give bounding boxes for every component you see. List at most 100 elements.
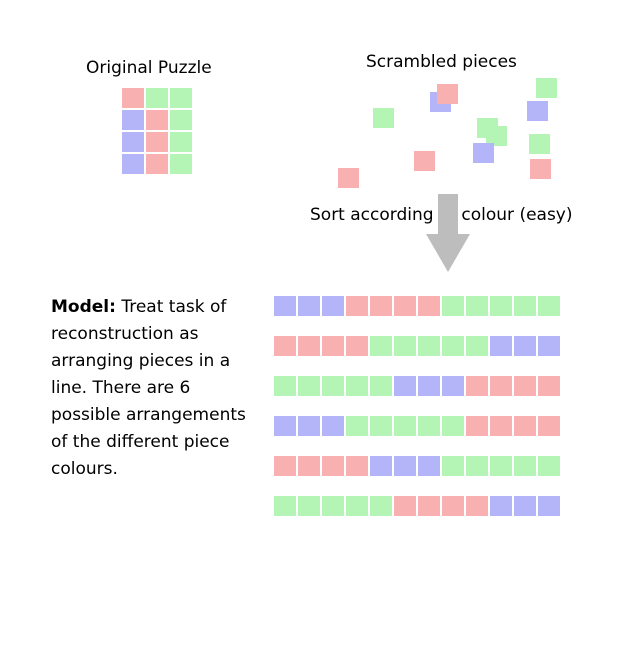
arrangement-piece bbox=[322, 296, 344, 316]
scrambled-piece bbox=[527, 101, 548, 121]
arrangement-piece bbox=[538, 456, 560, 476]
arrangement-piece bbox=[514, 296, 536, 316]
down-arrow-icon bbox=[426, 194, 470, 272]
arrangement-piece bbox=[346, 376, 368, 396]
scrambled-piece bbox=[473, 143, 494, 163]
arrangement-piece bbox=[370, 456, 392, 476]
arrangement-piece bbox=[322, 336, 344, 356]
arrangement-piece bbox=[442, 376, 464, 396]
arrangement-piece bbox=[442, 496, 464, 516]
arrangement-piece bbox=[442, 336, 464, 356]
puzzle-piece bbox=[170, 110, 192, 130]
arrangement-row bbox=[274, 416, 560, 436]
arrangement-piece bbox=[394, 296, 416, 316]
arrangement-piece bbox=[346, 416, 368, 436]
arrangement-piece bbox=[538, 496, 560, 516]
arrangement-row bbox=[274, 296, 560, 316]
arrangement-piece bbox=[538, 336, 560, 356]
arrangement-piece bbox=[466, 296, 488, 316]
arrangement-piece bbox=[346, 456, 368, 476]
arrangement-piece bbox=[418, 456, 440, 476]
arrangement-row bbox=[274, 336, 560, 356]
scrambled-piece bbox=[373, 108, 394, 128]
arrangement-piece bbox=[490, 416, 512, 436]
arrangement-piece bbox=[490, 456, 512, 476]
original-puzzle-title: Original Puzzle bbox=[86, 58, 212, 78]
scrambled-piece bbox=[529, 134, 550, 154]
arrangement-piece bbox=[322, 376, 344, 396]
arrangement-piece bbox=[274, 456, 296, 476]
scrambled-pieces-title: Scrambled pieces bbox=[366, 52, 517, 72]
arrangement-piece bbox=[274, 296, 296, 316]
arrangement-piece bbox=[322, 416, 344, 436]
puzzle-piece bbox=[146, 110, 168, 130]
arrangement-piece bbox=[538, 296, 560, 316]
arrangement-piece bbox=[298, 456, 320, 476]
arrangement-piece bbox=[298, 296, 320, 316]
arrangement-piece bbox=[322, 496, 344, 516]
puzzle-piece bbox=[146, 88, 168, 108]
scrambled-piece bbox=[437, 84, 458, 104]
puzzle-piece bbox=[170, 132, 192, 152]
arrangement-piece bbox=[514, 456, 536, 476]
arrangement-piece bbox=[514, 496, 536, 516]
arrangement-piece bbox=[418, 496, 440, 516]
puzzle-piece bbox=[122, 154, 144, 174]
arrangement-piece bbox=[466, 456, 488, 476]
scrambled-piece bbox=[430, 92, 451, 112]
arrangement-piece bbox=[298, 416, 320, 436]
arrangement-piece bbox=[370, 376, 392, 396]
arrangement-piece bbox=[418, 376, 440, 396]
arrangement-piece bbox=[394, 336, 416, 356]
original-puzzle-grid bbox=[122, 88, 192, 174]
arrangement-piece bbox=[370, 496, 392, 516]
scrambled-piece bbox=[530, 159, 551, 179]
arrangement-piece bbox=[466, 416, 488, 436]
arrangement-piece bbox=[466, 496, 488, 516]
arrangement-row bbox=[274, 496, 560, 516]
arrangement-piece bbox=[274, 376, 296, 396]
arrangement-piece bbox=[370, 336, 392, 356]
arrangement-piece bbox=[442, 296, 464, 316]
arrow-shape bbox=[426, 194, 470, 272]
arrangement-piece bbox=[346, 296, 368, 316]
arrangement-piece bbox=[418, 336, 440, 356]
puzzle-piece bbox=[122, 110, 144, 130]
arrangement-piece bbox=[346, 336, 368, 356]
arrangement-piece bbox=[514, 376, 536, 396]
arrangement-piece bbox=[538, 416, 560, 436]
arrangement-piece bbox=[418, 416, 440, 436]
scrambled-piece bbox=[414, 151, 435, 171]
arrangement-piece bbox=[466, 376, 488, 396]
arrangement-piece bbox=[490, 336, 512, 356]
arrangement-piece bbox=[466, 336, 488, 356]
arrangement-piece bbox=[514, 336, 536, 356]
arrangement-piece bbox=[394, 376, 416, 396]
scrambled-piece bbox=[536, 78, 557, 98]
puzzle-piece bbox=[122, 88, 144, 108]
arrangement-row bbox=[274, 376, 560, 396]
arrangement-piece bbox=[298, 496, 320, 516]
arrangement-piece bbox=[322, 456, 344, 476]
arrangement-piece bbox=[370, 416, 392, 436]
puzzle-piece bbox=[170, 154, 192, 174]
arrangement-piece bbox=[394, 456, 416, 476]
scrambled-piece bbox=[486, 126, 507, 146]
arrangement-piece bbox=[490, 376, 512, 396]
model-description: Model: Treat task of reconstruction as a… bbox=[51, 294, 251, 483]
arrangement-piece bbox=[274, 416, 296, 436]
arrangement-row bbox=[274, 456, 560, 476]
arrangement-piece bbox=[442, 416, 464, 436]
arrangement-piece bbox=[370, 296, 392, 316]
arrangement-piece bbox=[394, 496, 416, 516]
model-label: Model: bbox=[51, 297, 116, 317]
puzzle-piece bbox=[122, 132, 144, 152]
arrangement-piece bbox=[538, 376, 560, 396]
arrangement-piece bbox=[274, 336, 296, 356]
model-body: Treat task of reconstruction as arrangin… bbox=[51, 297, 246, 479]
puzzle-piece bbox=[146, 154, 168, 174]
arrangement-piece bbox=[514, 416, 536, 436]
arrangement-piece bbox=[298, 336, 320, 356]
arrangement-piece bbox=[298, 376, 320, 396]
arrangement-piece bbox=[418, 296, 440, 316]
